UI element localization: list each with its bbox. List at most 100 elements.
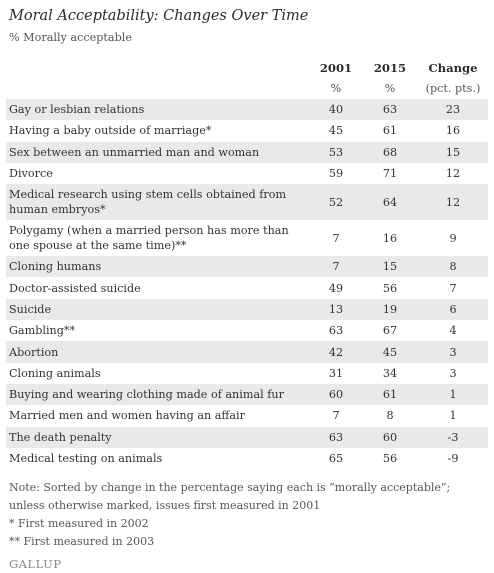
header-change: Change <box>428 61 478 75</box>
value-2015-cell: 15 <box>362 256 418 278</box>
issue-cell: Gay or lesbian relations <box>6 99 310 121</box>
value-2001-cell: 7 <box>310 256 362 278</box>
change-cell: 23 <box>418 99 488 121</box>
value-2001-cell: 40 <box>310 99 362 121</box>
issue-cell: Doctor-assisted suicide <box>9 281 141 295</box>
table-row: Doctor-assisted suicide 49 56 7 <box>6 277 488 298</box>
table-row: The death penalty 63 60 -3 <box>6 426 488 448</box>
value-2015-cell: 71 <box>382 167 398 181</box>
change-cell: 12 <box>445 167 461 181</box>
issue-cell: Cloning humans <box>6 256 310 278</box>
table-row: Polygamy (when a married person has more… <box>6 220 488 256</box>
issue-cell: Polygamy (when a married person has more… <box>9 224 289 253</box>
change-cell: 6 <box>418 298 488 321</box>
value-2015-cell: 61 <box>382 124 398 138</box>
footnote-single-star: * First measured in 2002 <box>9 517 149 531</box>
change-cell: -3 <box>418 426 488 448</box>
change-cell: 9 <box>449 231 457 245</box>
issue-cell: Abortion <box>6 341 310 363</box>
change-cell: 12 <box>418 184 488 221</box>
change-cell: 3 <box>418 341 488 363</box>
change-cell: 4 <box>449 324 457 338</box>
issue-cell: Gambling** <box>9 324 76 338</box>
issue-cell: Medical research using stem cells obtain… <box>6 184 310 221</box>
value-2015-cell: 8 <box>386 409 394 423</box>
note-line: Note: Sorted by change in the percentage… <box>9 481 451 495</box>
value-2001-cell: 45 <box>328 124 344 138</box>
table-row: Medical research using stem cells obtain… <box>6 184 488 221</box>
value-2015-cell: 60 <box>362 426 418 448</box>
issue-cell: Cloning animals <box>9 366 101 380</box>
change-cell: -9 <box>447 452 459 465</box>
header-issue <box>6 59 310 77</box>
value-2001-cell: 63 <box>310 426 362 448</box>
value-2001-cell: 31 <box>328 366 344 380</box>
units-row: % % (pct. pts.) <box>6 77 488 99</box>
table-row: Gambling** 63 67 4 <box>6 320 488 341</box>
issue-cell: Buying and wearing clothing made of anim… <box>6 383 310 406</box>
value-2001-cell: 42 <box>310 341 362 363</box>
data-table: 2001 2015 Change % % (pct. pts.) Gay or … <box>6 59 488 469</box>
value-2015-cell: 45 <box>362 341 418 363</box>
value-2015-cell: 64 <box>362 184 418 221</box>
unit-issue <box>6 77 310 99</box>
change-cell: 8 <box>418 256 488 278</box>
value-2001-cell: 65 <box>328 452 344 465</box>
table-row: Having a baby outside of marriage* 45 61 16 <box>6 120 488 141</box>
issue-cell: Suicide <box>6 298 310 321</box>
value-2001-cell: 63 <box>328 324 344 338</box>
value-2015-cell: 63 <box>362 99 418 121</box>
value-2001-cell: 49 <box>328 281 344 295</box>
change-cell: 7 <box>449 281 457 295</box>
header-2001: 2001 <box>319 61 353 75</box>
table-row: Gay or lesbian relations 40 63 23 <box>6 99 488 121</box>
value-2015-cell: 56 <box>382 452 398 465</box>
value-2001-cell: 13 <box>310 298 362 321</box>
table-row: Married men and women having an affair 7 8… <box>6 405 488 426</box>
notes: Note: Sorted by change in the percentage… <box>9 479 488 551</box>
table-row: Cloning animals 31 34 3 <box>6 363 488 384</box>
table-row: Cloning humans 7 15 8 <box>6 256 488 278</box>
unit-change: (pct. pts.) <box>425 81 481 95</box>
header-row: 2001 2015 Change <box>6 59 488 77</box>
value-2001-cell: 7 <box>332 409 340 423</box>
value-2001-cell: 52 <box>310 184 362 221</box>
note-line: unless otherwise marked, issues first me… <box>9 499 321 513</box>
page-title: Moral Acceptability: Changes Over Time <box>9 8 309 24</box>
issue-cell: Medical testing on animals <box>9 452 163 465</box>
issue-cell: Sex between an unmarried man and woman <box>6 141 310 163</box>
table-row: Sex between an unmarried man and woman 53… <box>6 141 488 163</box>
gallup-logo: GALLUP <box>9 557 62 572</box>
change-cell: 1 <box>449 409 457 423</box>
header-2015: 2015 <box>373 61 407 75</box>
value-2015-cell: 68 <box>362 141 418 163</box>
table-row: Divorce 59 71 12 <box>6 163 488 184</box>
issue-cell: Divorce <box>9 167 53 181</box>
value-2001-cell: 60 <box>310 383 362 406</box>
table-row: Medical testing on animals 65 56 -9 <box>6 448 488 469</box>
issue-cell: Having a baby outside of marriage* <box>9 124 212 138</box>
table-row: Suicide 13 19 6 <box>6 298 488 321</box>
page-subtitle: % Morally acceptable <box>9 31 132 44</box>
value-2015-cell: 61 <box>362 383 418 406</box>
value-2015-cell: 67 <box>382 324 398 338</box>
table-row: Abortion 42 45 3 <box>6 341 488 363</box>
value-2001-cell: 53 <box>310 141 362 163</box>
value-2015-cell: 16 <box>382 231 398 245</box>
value-2001-cell: 59 <box>328 167 344 181</box>
table-body: Gay or lesbian relations 40 63 23 Having a b… <box>6 99 488 469</box>
change-cell: 15 <box>418 141 488 163</box>
change-cell: 3 <box>449 366 457 380</box>
value-2015-cell: 34 <box>382 366 398 380</box>
footnote-double-star: ** First measured in 2003 <box>9 535 155 549</box>
issue-cell: Married men and women having an affair <box>9 409 245 423</box>
value-2015-cell: 56 <box>382 281 398 295</box>
table-row: Buying and wearing clothing made of anim… <box>6 383 488 406</box>
value-2015-cell: 19 <box>362 298 418 321</box>
table-header: 2001 2015 Change % % (pct. pts.) <box>6 59 488 99</box>
issue-cell: The death penalty <box>6 426 310 448</box>
value-2001-cell: 7 <box>332 231 340 245</box>
change-cell: 16 <box>445 124 461 138</box>
unit-2015: % <box>384 81 396 95</box>
